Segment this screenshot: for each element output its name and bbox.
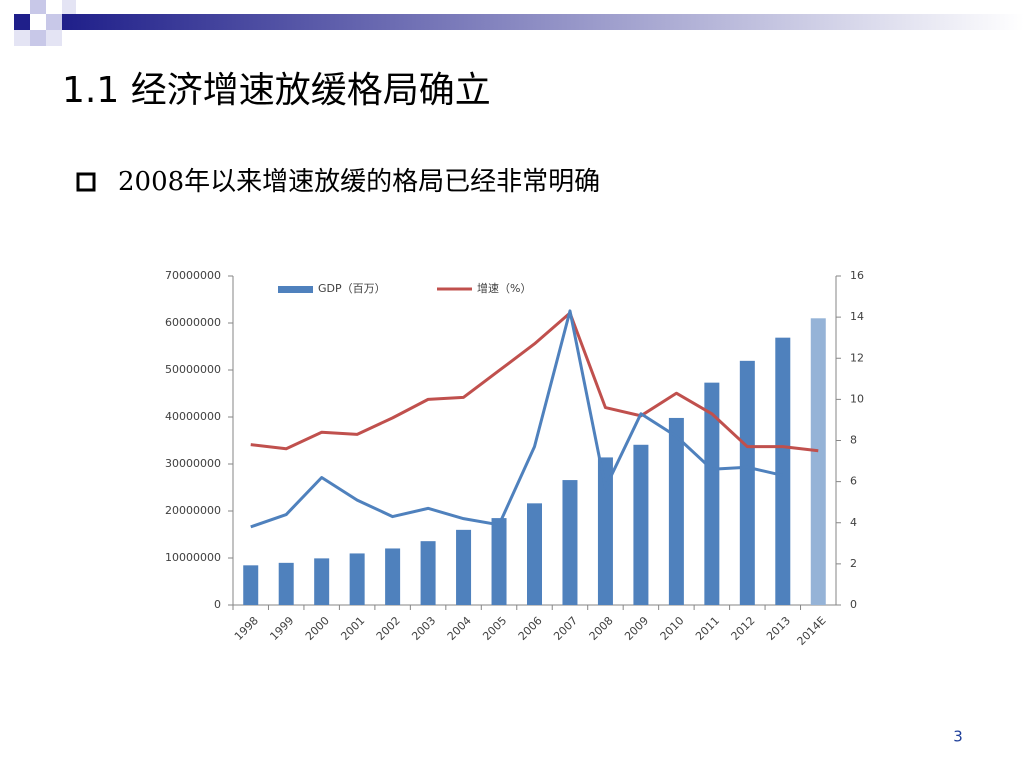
- bar: [456, 529, 472, 605]
- chart: 0 10000000 20000000 30000000 40000000 5000000…: [165, 269, 864, 648]
- y2-tick-label: 6: [850, 475, 857, 488]
- bar: [597, 457, 613, 605]
- y-tick-label: 0: [214, 598, 221, 611]
- y-tick-label: 20000000: [165, 504, 221, 517]
- line: [250, 311, 819, 453]
- y2-tick-label: 14: [850, 310, 864, 323]
- bar: [775, 337, 791, 605]
- x-tick-label: 2004: [445, 614, 474, 643]
- x-tick-label: 2001: [338, 614, 367, 643]
- bullet-icon: [76, 172, 96, 192]
- y-tick-label: 70000000: [165, 269, 221, 282]
- bar: [633, 444, 649, 605]
- bar: [278, 562, 294, 605]
- bar: [562, 480, 578, 605]
- x-tick-label: 1998: [232, 614, 261, 643]
- y2-tick-label: 2: [850, 557, 857, 570]
- bar: [810, 318, 826, 605]
- bar: [385, 548, 401, 605]
- page-number: 3: [953, 728, 963, 746]
- x-tick-label: 2007: [551, 614, 580, 643]
- bar: [243, 565, 259, 605]
- x-tick-label: 1999: [267, 614, 296, 643]
- bar: [527, 503, 542, 605]
- corner-squares: [14, 0, 76, 46]
- x-tick-label: 2013: [764, 614, 793, 643]
- bar: [349, 553, 365, 605]
- bar: [491, 518, 507, 605]
- x-tick-label: 2014E: [795, 614, 829, 648]
- bar: [704, 382, 720, 605]
- bar: [314, 558, 330, 605]
- bullet-text: 2008年以来增速放缓的格局已经非常明确: [118, 167, 600, 197]
- x-tick-label: 2011: [693, 614, 722, 643]
- y2-tick-label: 8: [850, 434, 857, 447]
- legend-label: 增速（%）: [477, 281, 531, 295]
- y-tick-label: 60000000: [165, 316, 221, 329]
- y2-tick-label: 0: [850, 598, 857, 611]
- y2-tick-label: 4: [850, 516, 857, 529]
- legend-label: GDP（百万）: [318, 282, 386, 295]
- x-tick-label: 2005: [480, 614, 509, 643]
- y-tick-label: 50000000: [165, 363, 221, 376]
- bar: [420, 541, 436, 605]
- y2-tick-label: 16: [850, 269, 864, 282]
- legend-swatch: [278, 286, 313, 293]
- x-tick-label: 2003: [409, 614, 438, 643]
- x-tick-label: 2000: [303, 614, 332, 643]
- y-tick-label: 30000000: [165, 457, 221, 470]
- top-bar: [62, 14, 1024, 30]
- y-tick-label: 10000000: [165, 551, 221, 564]
- x-tick-label: 2008: [587, 614, 616, 643]
- x-tick-label: 2010: [658, 614, 687, 643]
- y-tick-label: 40000000: [165, 410, 221, 423]
- x-tick-label: 2009: [622, 614, 651, 643]
- bar: [739, 360, 755, 605]
- y2-tick-label: 10: [850, 392, 864, 405]
- x-tick-label: 2012: [729, 614, 758, 643]
- x-tick-label: 2002: [374, 614, 403, 643]
- y2-tick-label: 12: [850, 351, 864, 364]
- line: [250, 309, 784, 529]
- slide-title: 1.1 经济增速放缓格局确立: [62, 70, 491, 111]
- x-tick-label: 2006: [516, 614, 545, 643]
- bar: [668, 417, 684, 605]
